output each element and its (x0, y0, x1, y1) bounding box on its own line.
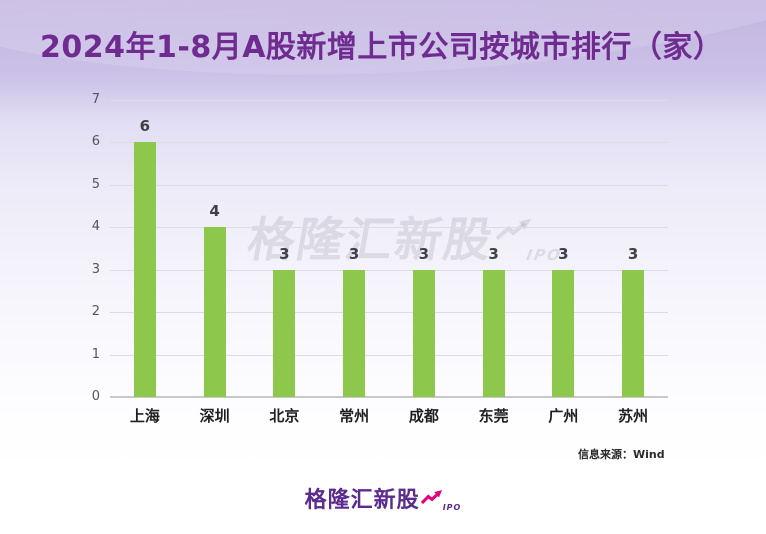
x-axis-label: 苏州 (618, 407, 649, 425)
brand-logo-rising-arrow-icon (420, 490, 443, 509)
bar-成都 (412, 269, 435, 397)
gridline (110, 100, 668, 101)
x-axis-label: 成都 (408, 407, 439, 425)
bar-东莞 (482, 269, 505, 397)
bar-上海 (133, 142, 156, 397)
data-source-label: 信息来源：Wind (578, 448, 665, 461)
x-axis-label: 东莞 (478, 407, 509, 425)
y-axis-tick-label: 0 (91, 389, 100, 404)
y-axis-tick-label: 2 (91, 304, 100, 320)
x-axis-label: 常州 (339, 407, 370, 425)
y-axis-tick-label: 4 (91, 219, 100, 235)
bar-value-label: 3 (558, 244, 569, 263)
brand-logo-ipo-label: IPO (442, 503, 462, 512)
brand-logo-text: 格隆汇新股 (304, 488, 420, 513)
x-axis-label: 北京 (269, 407, 300, 425)
y-axis-tick-label: 7 (91, 92, 100, 107)
gridline (110, 269, 668, 271)
y-axis-tick-label: 6 (91, 134, 100, 150)
x-axis-line (110, 396, 668, 398)
bar-value-label: 3 (488, 244, 499, 263)
plot-area: 0 1 2 3 4 5 6 7 6 上海 4 深圳 3 北京 3 常州 3 成都 3 东莞 3 广州 3 苏州 (92, 92, 668, 425)
y-axis-tick-label: 5 (91, 176, 100, 192)
bar-广州 (552, 269, 575, 397)
brand-logo: 格隆汇新股 IPO (0, 489, 766, 513)
gridline (110, 184, 668, 186)
bar-value-label: 4 (209, 202, 220, 221)
y-axis-tick-label: 3 (91, 261, 100, 277)
bar-value-label: 3 (418, 244, 430, 263)
x-axis-label: 深圳 (199, 407, 230, 425)
gridline (110, 227, 668, 229)
bar-value-label: 3 (348, 244, 360, 263)
chart-title: 2024年1-8月A股新增上市公司按城市排行（家） (40, 30, 724, 65)
x-axis-label: 广州 (548, 407, 579, 425)
bar-深圳 (203, 227, 226, 397)
bar-苏州 (622, 269, 645, 397)
bar-常州 (343, 269, 366, 397)
bar-value-label: 6 (139, 117, 151, 136)
gridline (110, 142, 668, 144)
bar-value-label: 3 (279, 244, 290, 263)
bar-北京 (273, 269, 296, 397)
bar-value-label: 3 (627, 244, 639, 263)
gridline (110, 354, 668, 356)
gridline (110, 312, 668, 314)
y-axis-tick-label: 1 (91, 346, 100, 362)
x-axis-label: 上海 (129, 407, 160, 425)
